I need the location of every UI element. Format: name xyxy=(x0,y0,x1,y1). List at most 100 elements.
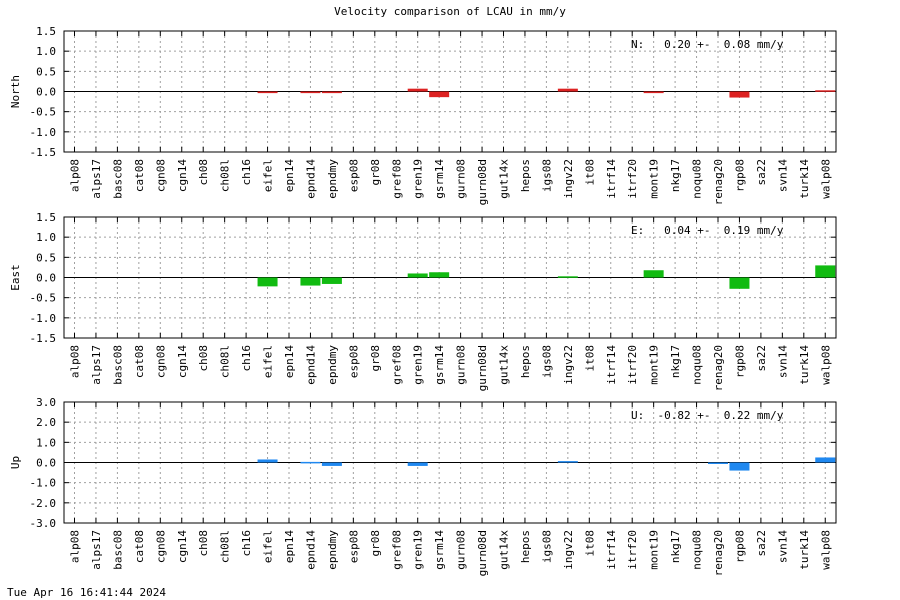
x-tick-label-ch08l: ch08l xyxy=(219,530,232,563)
x-tick-label-cgn14: cgn14 xyxy=(176,530,189,563)
x-tick-label-gr08: gr08 xyxy=(369,345,382,372)
y-tick-label: 0.0 xyxy=(36,457,56,470)
bar-east-ingv22 xyxy=(557,276,578,278)
bar-up-renag20 xyxy=(708,462,728,464)
x-tick-label-ch08: ch08 xyxy=(197,345,210,372)
y-tick-label: -3.0 xyxy=(30,517,57,530)
panel-east: 1.5 1.0 0.5 0.0 -0.5 -1.0 -1.5 alp08 alps17 basc0… xyxy=(9,211,837,391)
x-tick-label-alp08: alp08 xyxy=(69,159,82,192)
x-tick-label-cat08: cat08 xyxy=(133,530,146,563)
bar-east-rgp08 xyxy=(729,277,750,289)
x-tick-label-noqu08: noqu08 xyxy=(691,159,704,199)
x-tick-label-gut14x: gut14x xyxy=(498,159,511,199)
bar-east-epndmy xyxy=(321,277,342,284)
x-tick-label-gsrm14: gsrm14 xyxy=(433,530,446,570)
x-tick-label-gsrm14: gsrm14 xyxy=(433,345,446,385)
x-tick-label-nkg17: nkg17 xyxy=(669,159,682,192)
x-tick-label-gurn08d: gurn08d xyxy=(476,530,489,576)
x-tick-label-ch16: ch16 xyxy=(240,159,253,186)
x-tick-label-hepos: hepos xyxy=(519,159,532,192)
x-tick-label-ingv22: ingv22 xyxy=(562,159,575,199)
x-tick-label-epnd14: epnd14 xyxy=(304,159,317,199)
timestamp-footer: Tue Apr 16 16:41:44 2024 xyxy=(7,586,166,599)
x-tick-label-turk14: turk14 xyxy=(798,345,811,385)
x-tick-label-svn14: svn14 xyxy=(776,345,789,378)
x-tick-label-itrf14: itrf14 xyxy=(605,345,618,385)
x-tick-label-epndmy: epndmy xyxy=(326,345,339,385)
y-tick-label: 1.0 xyxy=(36,436,56,449)
x-tick-label-hepos: hepos xyxy=(519,530,532,563)
bar-north-eifel xyxy=(257,91,278,94)
x-tick-label-ingv22: ingv22 xyxy=(562,345,575,385)
y-tick-label: -2.0 xyxy=(30,497,57,510)
x-tick-label-igs08: igs08 xyxy=(540,530,553,563)
bar-north-walp08 xyxy=(815,90,836,92)
x-tick-label-gr08: gr08 xyxy=(369,530,382,557)
y-tick-label: -1.5 xyxy=(30,332,57,345)
x-tick-label-cat08: cat08 xyxy=(133,159,146,192)
y-tick-label: -1.0 xyxy=(30,477,57,490)
x-tick-label-gurn08: gurn08 xyxy=(455,159,468,199)
panel-north: 1.5 1.0 0.5 0.0 -0.5 -1.0 -1.5 alp08 alps17 basc0… xyxy=(9,25,837,205)
x-tick-label-ch16: ch16 xyxy=(240,345,253,372)
x-tick-label-rgp08: rgp08 xyxy=(733,159,746,192)
x-tick-label-sa22: sa22 xyxy=(755,159,768,186)
y-tick-label: 1.0 xyxy=(36,45,56,58)
x-tick-label-cgn08: cgn08 xyxy=(154,159,167,192)
bar-east-gsrm14 xyxy=(429,272,450,278)
x-tick-label-esp08: esp08 xyxy=(347,345,360,378)
stat-annotation: E: 0.04 +- 0.19 mm/y xyxy=(631,224,784,237)
y-tick-label: -0.5 xyxy=(30,292,57,305)
x-tick-label-svn14: svn14 xyxy=(776,530,789,563)
x-tick-label-epn14: epn14 xyxy=(283,345,296,378)
x-tick-label-gr08: gr08 xyxy=(369,159,382,186)
x-tick-label-renag20: renag20 xyxy=(712,159,725,205)
y-tick-label: 1.0 xyxy=(36,231,56,244)
x-tick-label-gren19: gren19 xyxy=(412,530,425,570)
x-tick-label-cgn08: cgn08 xyxy=(154,530,167,563)
y-tick-label: -1.5 xyxy=(30,146,57,159)
x-tick-label-gurn08: gurn08 xyxy=(455,345,468,385)
x-tick-label-it08: it08 xyxy=(583,530,596,557)
x-tick-label-epndmy: epndmy xyxy=(326,159,339,199)
x-tick-label-hepos: hepos xyxy=(519,345,532,378)
x-tick-label-esp08: esp08 xyxy=(347,530,360,563)
y-tick-label: 0.5 xyxy=(36,65,56,78)
bar-up-walp08 xyxy=(815,457,836,463)
y-tick-label: 0.5 xyxy=(36,251,56,264)
bar-up-ingv22 xyxy=(557,461,578,463)
bar-north-ingv22 xyxy=(557,88,578,92)
y-tick-label: 3.0 xyxy=(36,396,56,409)
x-tick-label-cat08: cat08 xyxy=(133,345,146,378)
panel-up: 3.0 2.0 1.0 0.0 -1.0 -2.0 -3.0 alp08 alps17 basc0… xyxy=(9,396,837,576)
x-tick-label-renag20: renag20 xyxy=(712,345,725,391)
x-tick-label-cgn08: cgn08 xyxy=(154,345,167,378)
x-tick-label-sa22: sa22 xyxy=(755,530,768,557)
x-tick-label-gurn08d: gurn08d xyxy=(476,345,489,391)
x-tick-label-alps17: alps17 xyxy=(90,530,103,570)
x-tick-label-igs08: igs08 xyxy=(540,345,553,378)
y-tick-label: 1.5 xyxy=(36,25,56,38)
x-tick-label-eifel: eifel xyxy=(262,530,275,563)
x-tick-label-gren19: gren19 xyxy=(412,159,425,199)
y-tick-label: 2.0 xyxy=(36,416,56,429)
x-tick-label-gut14x: gut14x xyxy=(498,530,511,570)
y-tick-label: -0.5 xyxy=(30,106,57,119)
x-tick-label-it08: it08 xyxy=(583,159,596,186)
x-tick-label-epnd14: epnd14 xyxy=(304,345,317,385)
bar-up-gren19 xyxy=(407,462,428,466)
y-axis-label: East xyxy=(9,264,22,291)
x-tick-label-gurn08d: gurn08d xyxy=(476,159,489,205)
bar-north-gsrm14 xyxy=(429,91,450,98)
x-tick-label-ch08: ch08 xyxy=(197,159,210,186)
y-tick-label: 0.0 xyxy=(36,86,56,99)
chart-title: Velocity comparison of LCAU in mm/y xyxy=(334,5,566,18)
bar-north-mont19 xyxy=(643,91,664,94)
x-tick-label-walp08: walp08 xyxy=(819,530,832,570)
x-tick-label-basc08: basc08 xyxy=(111,159,124,199)
bar-up-epndmy xyxy=(321,462,342,466)
x-tick-label-basc08: basc08 xyxy=(111,345,124,385)
x-tick-label-cgn14: cgn14 xyxy=(176,345,189,378)
y-tick-label: -1.0 xyxy=(30,126,57,139)
